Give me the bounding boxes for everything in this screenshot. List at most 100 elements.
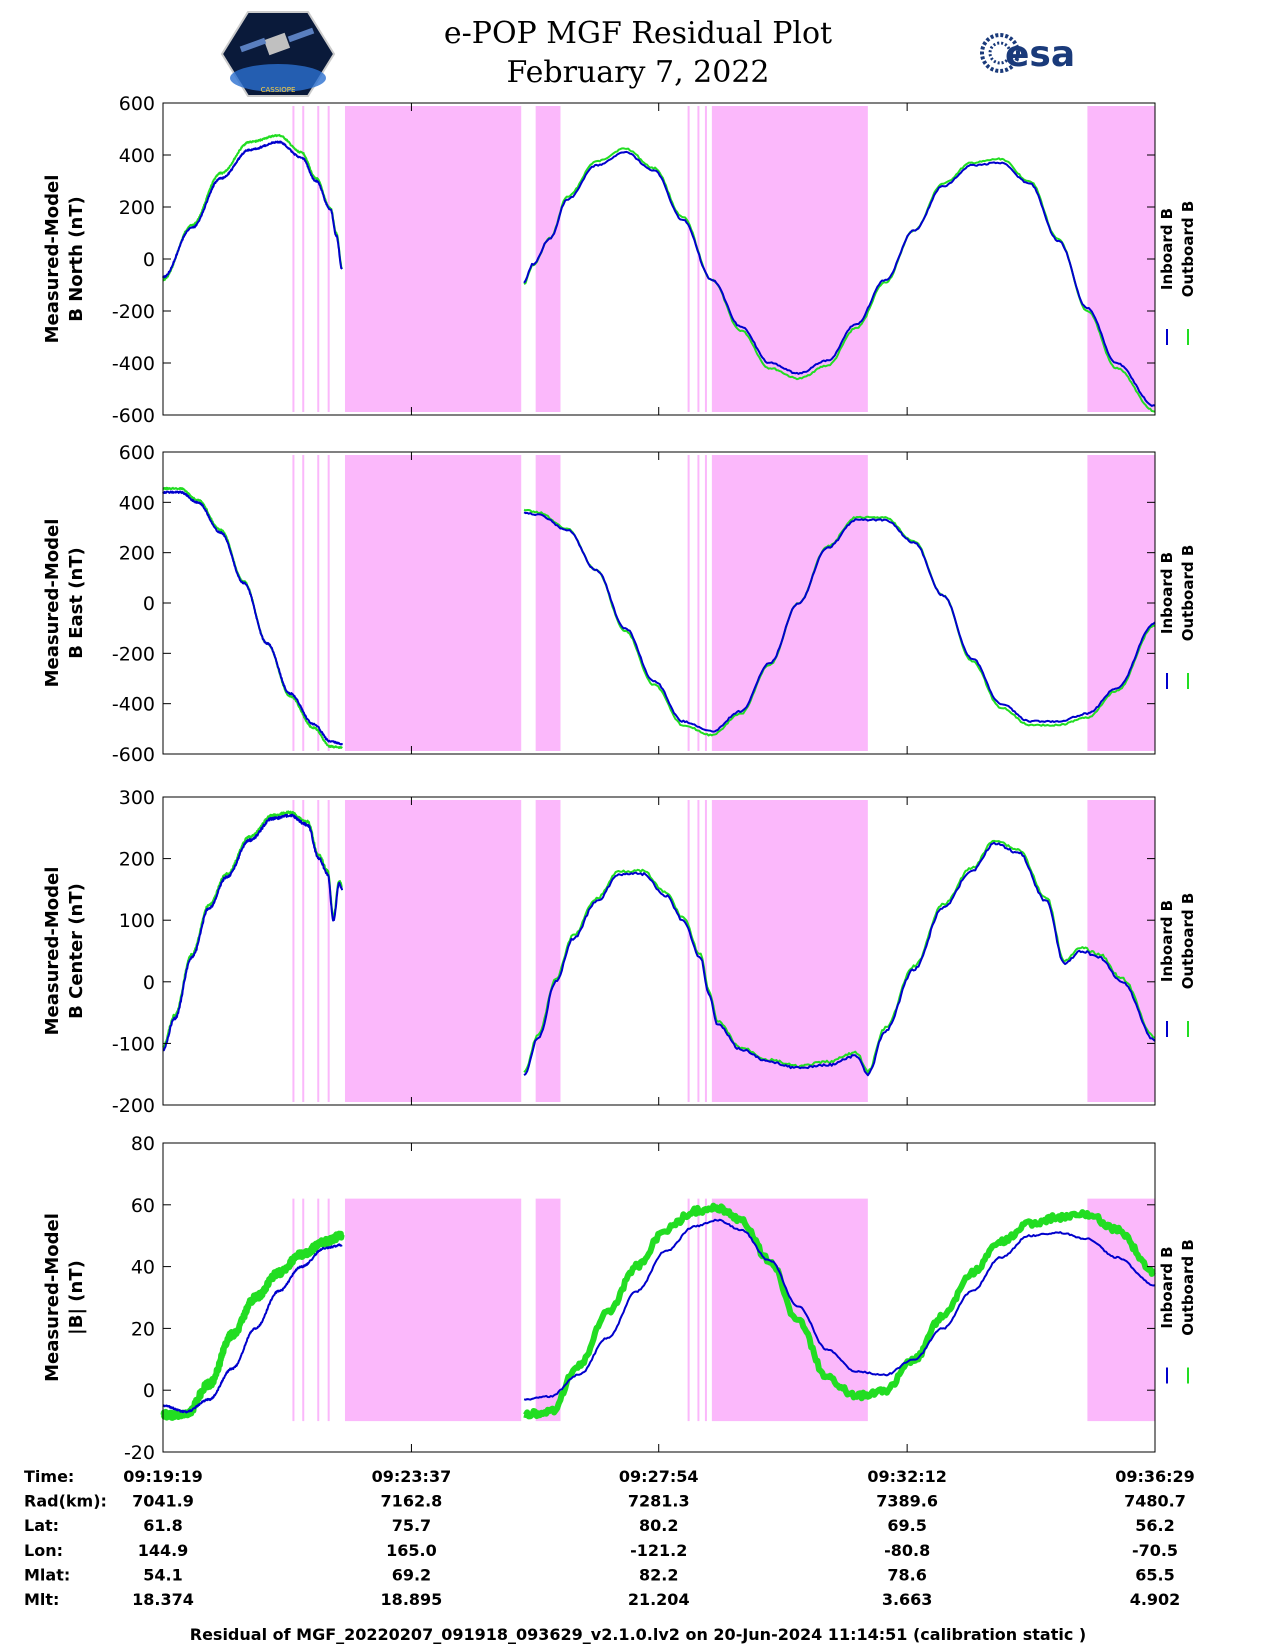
gap-shade [317, 800, 320, 1102]
chart-title: e-POP MGF Residual Plot [444, 16, 832, 51]
info-cell: 7041.9 [132, 1492, 194, 1511]
panel-frame [162, 796, 1156, 1106]
info-cell: 65.5 [1135, 1565, 1174, 1584]
gap-shade [302, 455, 305, 751]
chart-subtitle: February 7, 2022 [506, 55, 769, 90]
info-cell: 7480.7 [1124, 1492, 1186, 1511]
y-tick-label: 300 [119, 787, 155, 809]
gap-shade [687, 1198, 690, 1422]
info-cell: 165.0 [386, 1541, 437, 1560]
footer-caption: Residual of MGF_20220207_091918_093629_v… [190, 1625, 1086, 1644]
gap-shade [704, 106, 707, 412]
info-cell: 18.374 [132, 1590, 194, 1609]
gap-shade [292, 106, 295, 412]
gap-shade [697, 800, 700, 1102]
gap-shade [327, 800, 330, 1102]
info-row-label: Time: [24, 1467, 74, 1486]
info-row-label: Lon: [24, 1541, 63, 1560]
legend-outboard-label: Outboard B [1179, 201, 1197, 298]
info-cell: 61.8 [143, 1516, 182, 1535]
gap-shade [344, 1198, 522, 1422]
info-cell: 7389.6 [876, 1492, 938, 1511]
info-cell: -80.8 [884, 1541, 930, 1560]
panel-3: 300 200 100 0 -100 -200 Measured-Model B Center… [42, 787, 1197, 1117]
y-tick-label: -100 [112, 1033, 155, 1055]
gap-shade [704, 1198, 707, 1422]
gap-shade [327, 455, 330, 751]
gap-shade [327, 106, 330, 412]
y-tick-label: 40 [131, 1257, 155, 1279]
outboard-series-line [162, 133, 343, 282]
gap-shade [1087, 455, 1155, 751]
y-tick-label: 0 [143, 1380, 155, 1402]
y-tick-label: 200 [119, 197, 155, 219]
y-axis-label-line2: |B| (nT) [66, 1260, 87, 1335]
y-axis-label-line1: Measured-Model [42, 1213, 63, 1382]
legend-inboard-label: Inboard B [1158, 1246, 1176, 1328]
inboard-series-line [162, 140, 343, 279]
info-cell: 56.2 [1135, 1516, 1174, 1535]
info-cell: 21.204 [628, 1590, 690, 1609]
info-row-label: Rad(km): [24, 1492, 107, 1511]
y-tick-label: -600 [112, 405, 155, 427]
info-cell: 09:36:29 [1115, 1467, 1195, 1486]
info-cell: 69.2 [392, 1565, 431, 1584]
info-cell: 09:23:37 [372, 1467, 452, 1486]
info-cell: -121.2 [630, 1541, 687, 1560]
outboard-series-line [162, 810, 343, 1048]
esa-logo: esa [980, 33, 1075, 75]
info-cell: 09:27:54 [619, 1467, 699, 1486]
gap-shade [317, 1198, 320, 1422]
gap-shade [687, 800, 690, 1102]
y-tick-label: 200 [119, 543, 155, 565]
panel-frame [162, 102, 1156, 416]
y-tick-label: 20 [131, 1318, 155, 1340]
legend-inboard-label: Inboard B [1158, 208, 1176, 290]
gap-shade [711, 455, 868, 751]
panel-4: 80 60 40 20 0 -20 Measured-Model |B| (nT) Inboar… [42, 1133, 1197, 1464]
info-cell: 144.9 [138, 1541, 189, 1560]
panel-1: 600 400 200 0 -200 -400 -600 Measured-Model B No… [42, 93, 1197, 427]
legend-inboard-label: Inboard B [1158, 900, 1176, 982]
gap-shade [535, 1198, 561, 1422]
y-tick-label: -200 [112, 1095, 155, 1117]
gap-shade [344, 106, 522, 412]
gap-shade [535, 455, 561, 751]
info-cell: 80.2 [639, 1516, 678, 1535]
outboard-series-line [523, 839, 1156, 1074]
cassiope-logo: CASSIOPE [220, 11, 336, 97]
y-tick-label: 400 [119, 145, 155, 167]
info-cell: 09:19:19 [123, 1467, 203, 1486]
info-cell: 78.6 [887, 1565, 926, 1584]
gap-shade [704, 800, 707, 1102]
info-row-label: Mlt: [24, 1590, 59, 1609]
gap-shade [292, 455, 295, 751]
gap-shade [292, 1198, 295, 1422]
y-tick-label: 100 [119, 910, 155, 932]
y-tick-label: 0 [143, 593, 155, 615]
y-tick-label: 0 [143, 249, 155, 271]
y-tick-label: 60 [131, 1195, 155, 1217]
gap-shade [302, 800, 305, 1102]
inboard-series-line [523, 511, 1156, 733]
legend-outboard-label: Outboard B [1179, 1239, 1197, 1336]
info-cell: 54.1 [143, 1565, 182, 1584]
info-cell: 3.663 [882, 1590, 933, 1609]
y-tick-label: -600 [112, 744, 155, 766]
info-cell: 69.5 [887, 1516, 926, 1535]
outboard-series-line [162, 486, 343, 749]
gap-shade [535, 800, 561, 1102]
y-tick-label: -400 [112, 353, 155, 375]
inboard-series-line [162, 813, 344, 1052]
legend-inboard-label: Inboard B [1158, 552, 1176, 634]
gap-shade [302, 1198, 305, 1422]
gap-shade [711, 106, 868, 412]
gap-shade [687, 106, 690, 412]
gap-shade [344, 455, 522, 751]
y-tick-label: -400 [112, 694, 155, 716]
y-tick-label: 400 [119, 492, 155, 514]
y-tick-label: 80 [131, 1133, 155, 1155]
y-tick-label: 600 [119, 442, 155, 464]
